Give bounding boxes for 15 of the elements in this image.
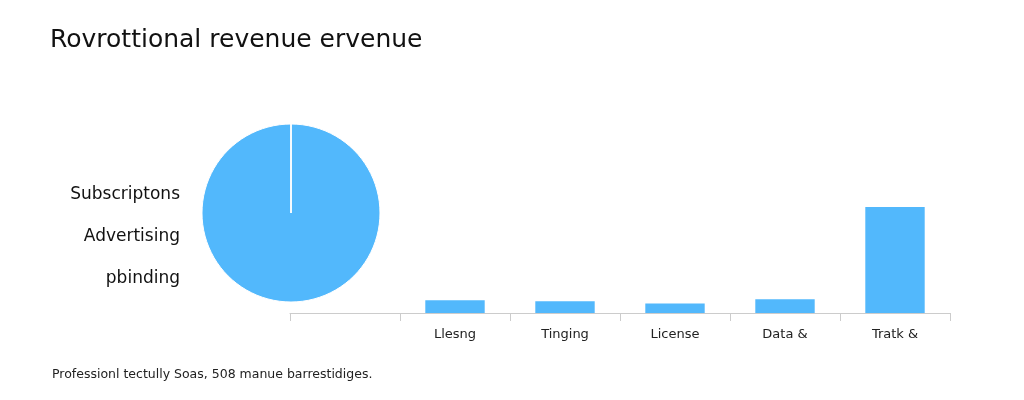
x-tick-label: Tinging xyxy=(540,326,589,341)
slice-label: Subscriptons xyxy=(70,183,181,203)
bar xyxy=(535,301,595,313)
bar xyxy=(645,303,705,313)
chart-title: Rovrottional revenue ervenue xyxy=(50,24,423,53)
bar xyxy=(425,300,485,313)
category-label: pbinding xyxy=(105,267,180,287)
x-tick-label: Llesng xyxy=(433,326,477,341)
bar xyxy=(865,207,925,313)
x-tick-label: Data & xyxy=(762,326,808,341)
x-tick-label: License xyxy=(650,326,700,341)
x-tick-label: Tratk & xyxy=(870,326,919,341)
bar xyxy=(755,299,815,313)
text: Professionl tectully Soas, 508 manue barrestidiges. xyxy=(52,366,373,381)
category-label: Advertising xyxy=(83,225,180,245)
